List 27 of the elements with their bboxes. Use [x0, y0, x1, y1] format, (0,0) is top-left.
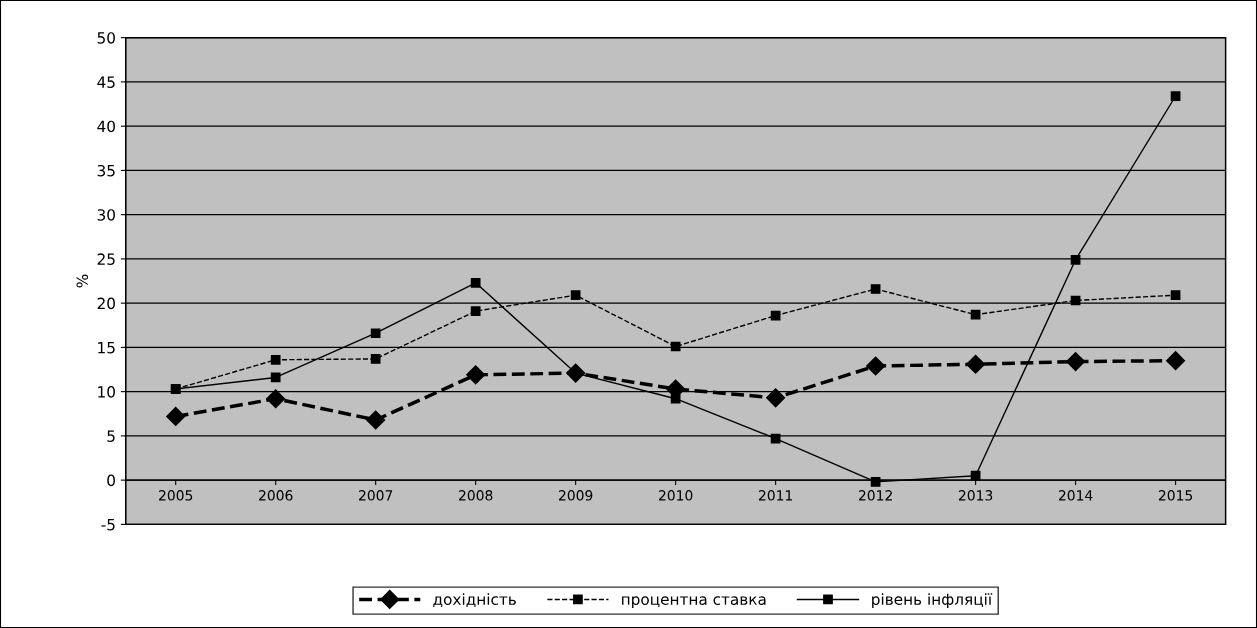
- x-tick-label: 2008: [459, 490, 493, 501]
- x-tick-label: 2007: [359, 490, 393, 501]
- x-tick-label: 2009: [558, 490, 593, 501]
- y-tick-label: 30: [97, 209, 115, 221]
- y-tick-label: 5: [107, 430, 115, 442]
- y-tick-label: 45: [97, 76, 115, 88]
- x-tick-label: 2011: [758, 490, 793, 501]
- y-tick-label: 0: [107, 474, 115, 487]
- x-tick-label: 2012: [858, 490, 892, 501]
- y-tick-label: 40: [97, 120, 115, 133]
- legend-label: дохідність: [433, 593, 516, 607]
- legend-label: рівень інфляції: [872, 593, 993, 608]
- y-axis-title: %: [76, 274, 89, 288]
- x-tick-label: 2014: [1058, 490, 1093, 501]
- y-tick-label: 10: [98, 386, 115, 398]
- x-tick-label: 2010: [658, 490, 693, 501]
- y-tick-label: 20: [97, 297, 115, 310]
- y-tick-label: 25: [97, 253, 115, 265]
- x-tick-label: 2006: [259, 490, 293, 501]
- x-tick-label: 2005: [159, 490, 193, 501]
- x-tick-label: 2013: [958, 490, 993, 501]
- y-tick-label: 50: [97, 32, 115, 44]
- y-tick-label: 35: [97, 164, 115, 177]
- x-tick-label: 2015: [1158, 490, 1193, 501]
- y-tick-label: -5: [101, 519, 115, 531]
- legend-label: процентна ставка: [622, 596, 766, 608]
- y-tick-label: 15: [98, 342, 115, 354]
